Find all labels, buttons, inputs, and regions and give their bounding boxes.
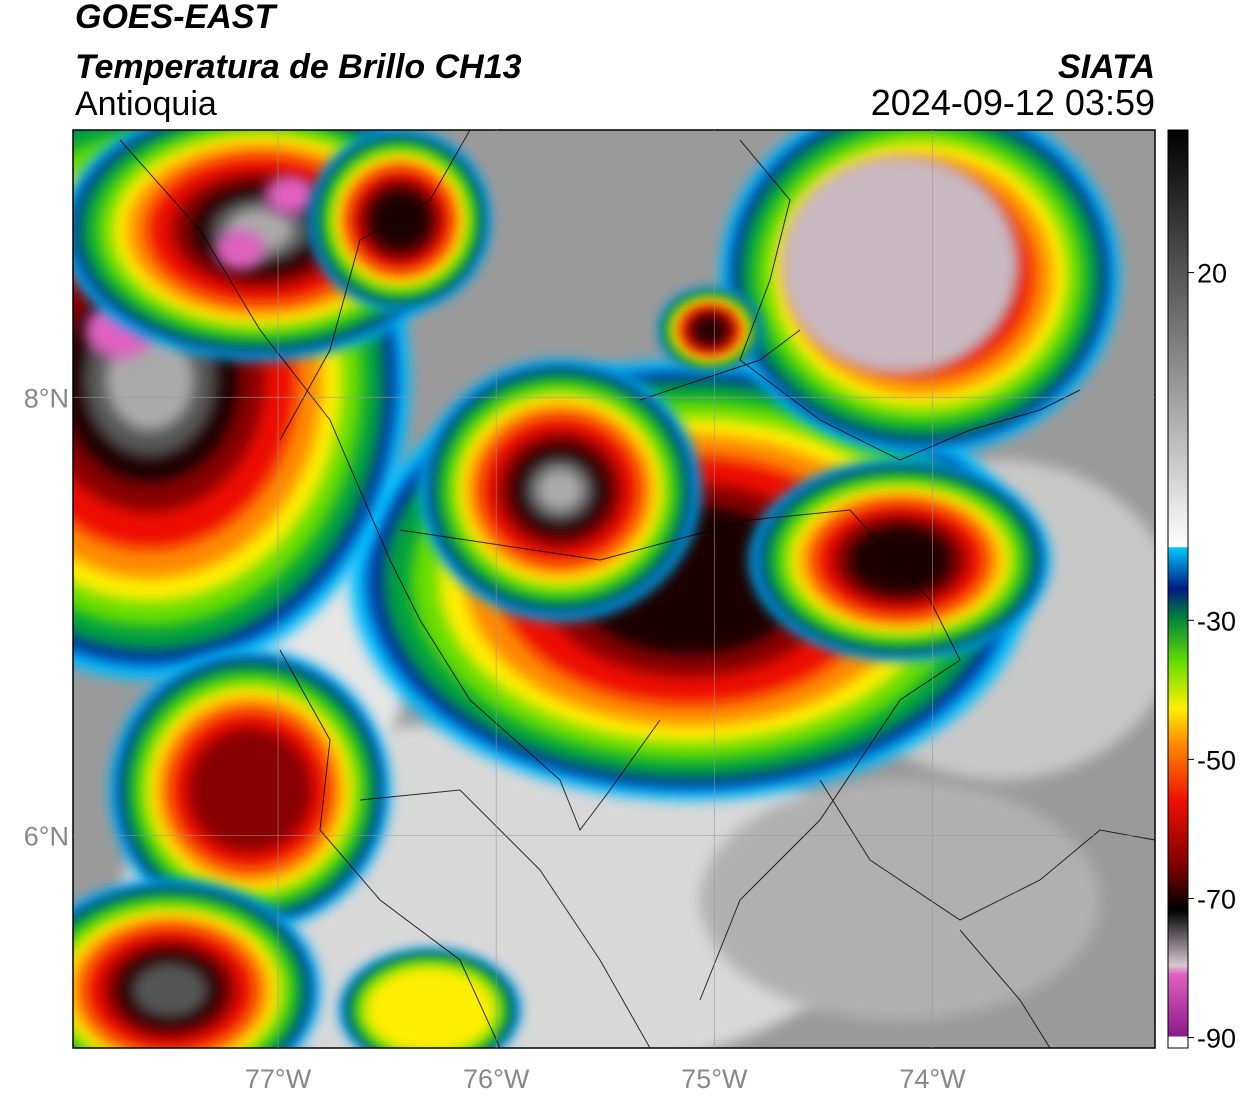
- colorbar-tick-label: -30: [1197, 606, 1236, 636]
- cloud-core: [265, 175, 315, 215]
- cloud-layer: [849, 526, 951, 594]
- colorbar-tick-label: -70: [1197, 884, 1236, 914]
- subtitle: Temperatura de Brillo CH13: [75, 48, 522, 86]
- y-tick-label: 6°N: [24, 821, 69, 851]
- cloud-core: [215, 230, 265, 270]
- cloud-core: [780, 155, 1020, 375]
- region: Antioquia: [75, 85, 217, 123]
- map-frame: [72, 129, 1156, 1049]
- cloud-layer: [536, 467, 584, 513]
- x-tick-label: 77°W: [245, 1064, 312, 1094]
- cloud-layer: [693, 316, 727, 344]
- colorbar-tick-label: -50: [1197, 745, 1236, 775]
- colorbar-tick-label: -90: [1197, 1024, 1236, 1054]
- colorbar: [1167, 129, 1189, 1049]
- x-tick-label: 76°W: [463, 1064, 530, 1094]
- source: SIATA: [1058, 48, 1155, 86]
- timestamp: 2024-09-12 03:59: [871, 82, 1155, 123]
- x-tick-label: 75°W: [681, 1064, 748, 1094]
- cloud-layer: [188, 728, 312, 852]
- y-tick-label: 8°N: [24, 383, 69, 413]
- colorbar-tick-label: 20: [1197, 259, 1227, 289]
- title: GOES-EAST: [75, 0, 278, 36]
- cloud-layer: [131, 961, 209, 1019]
- x-tick-label: 74°W: [899, 1064, 966, 1094]
- satellite-imagery: [73, 130, 1155, 1048]
- cloud-layer: [369, 189, 431, 251]
- cloud-layer: [363, 965, 497, 1048]
